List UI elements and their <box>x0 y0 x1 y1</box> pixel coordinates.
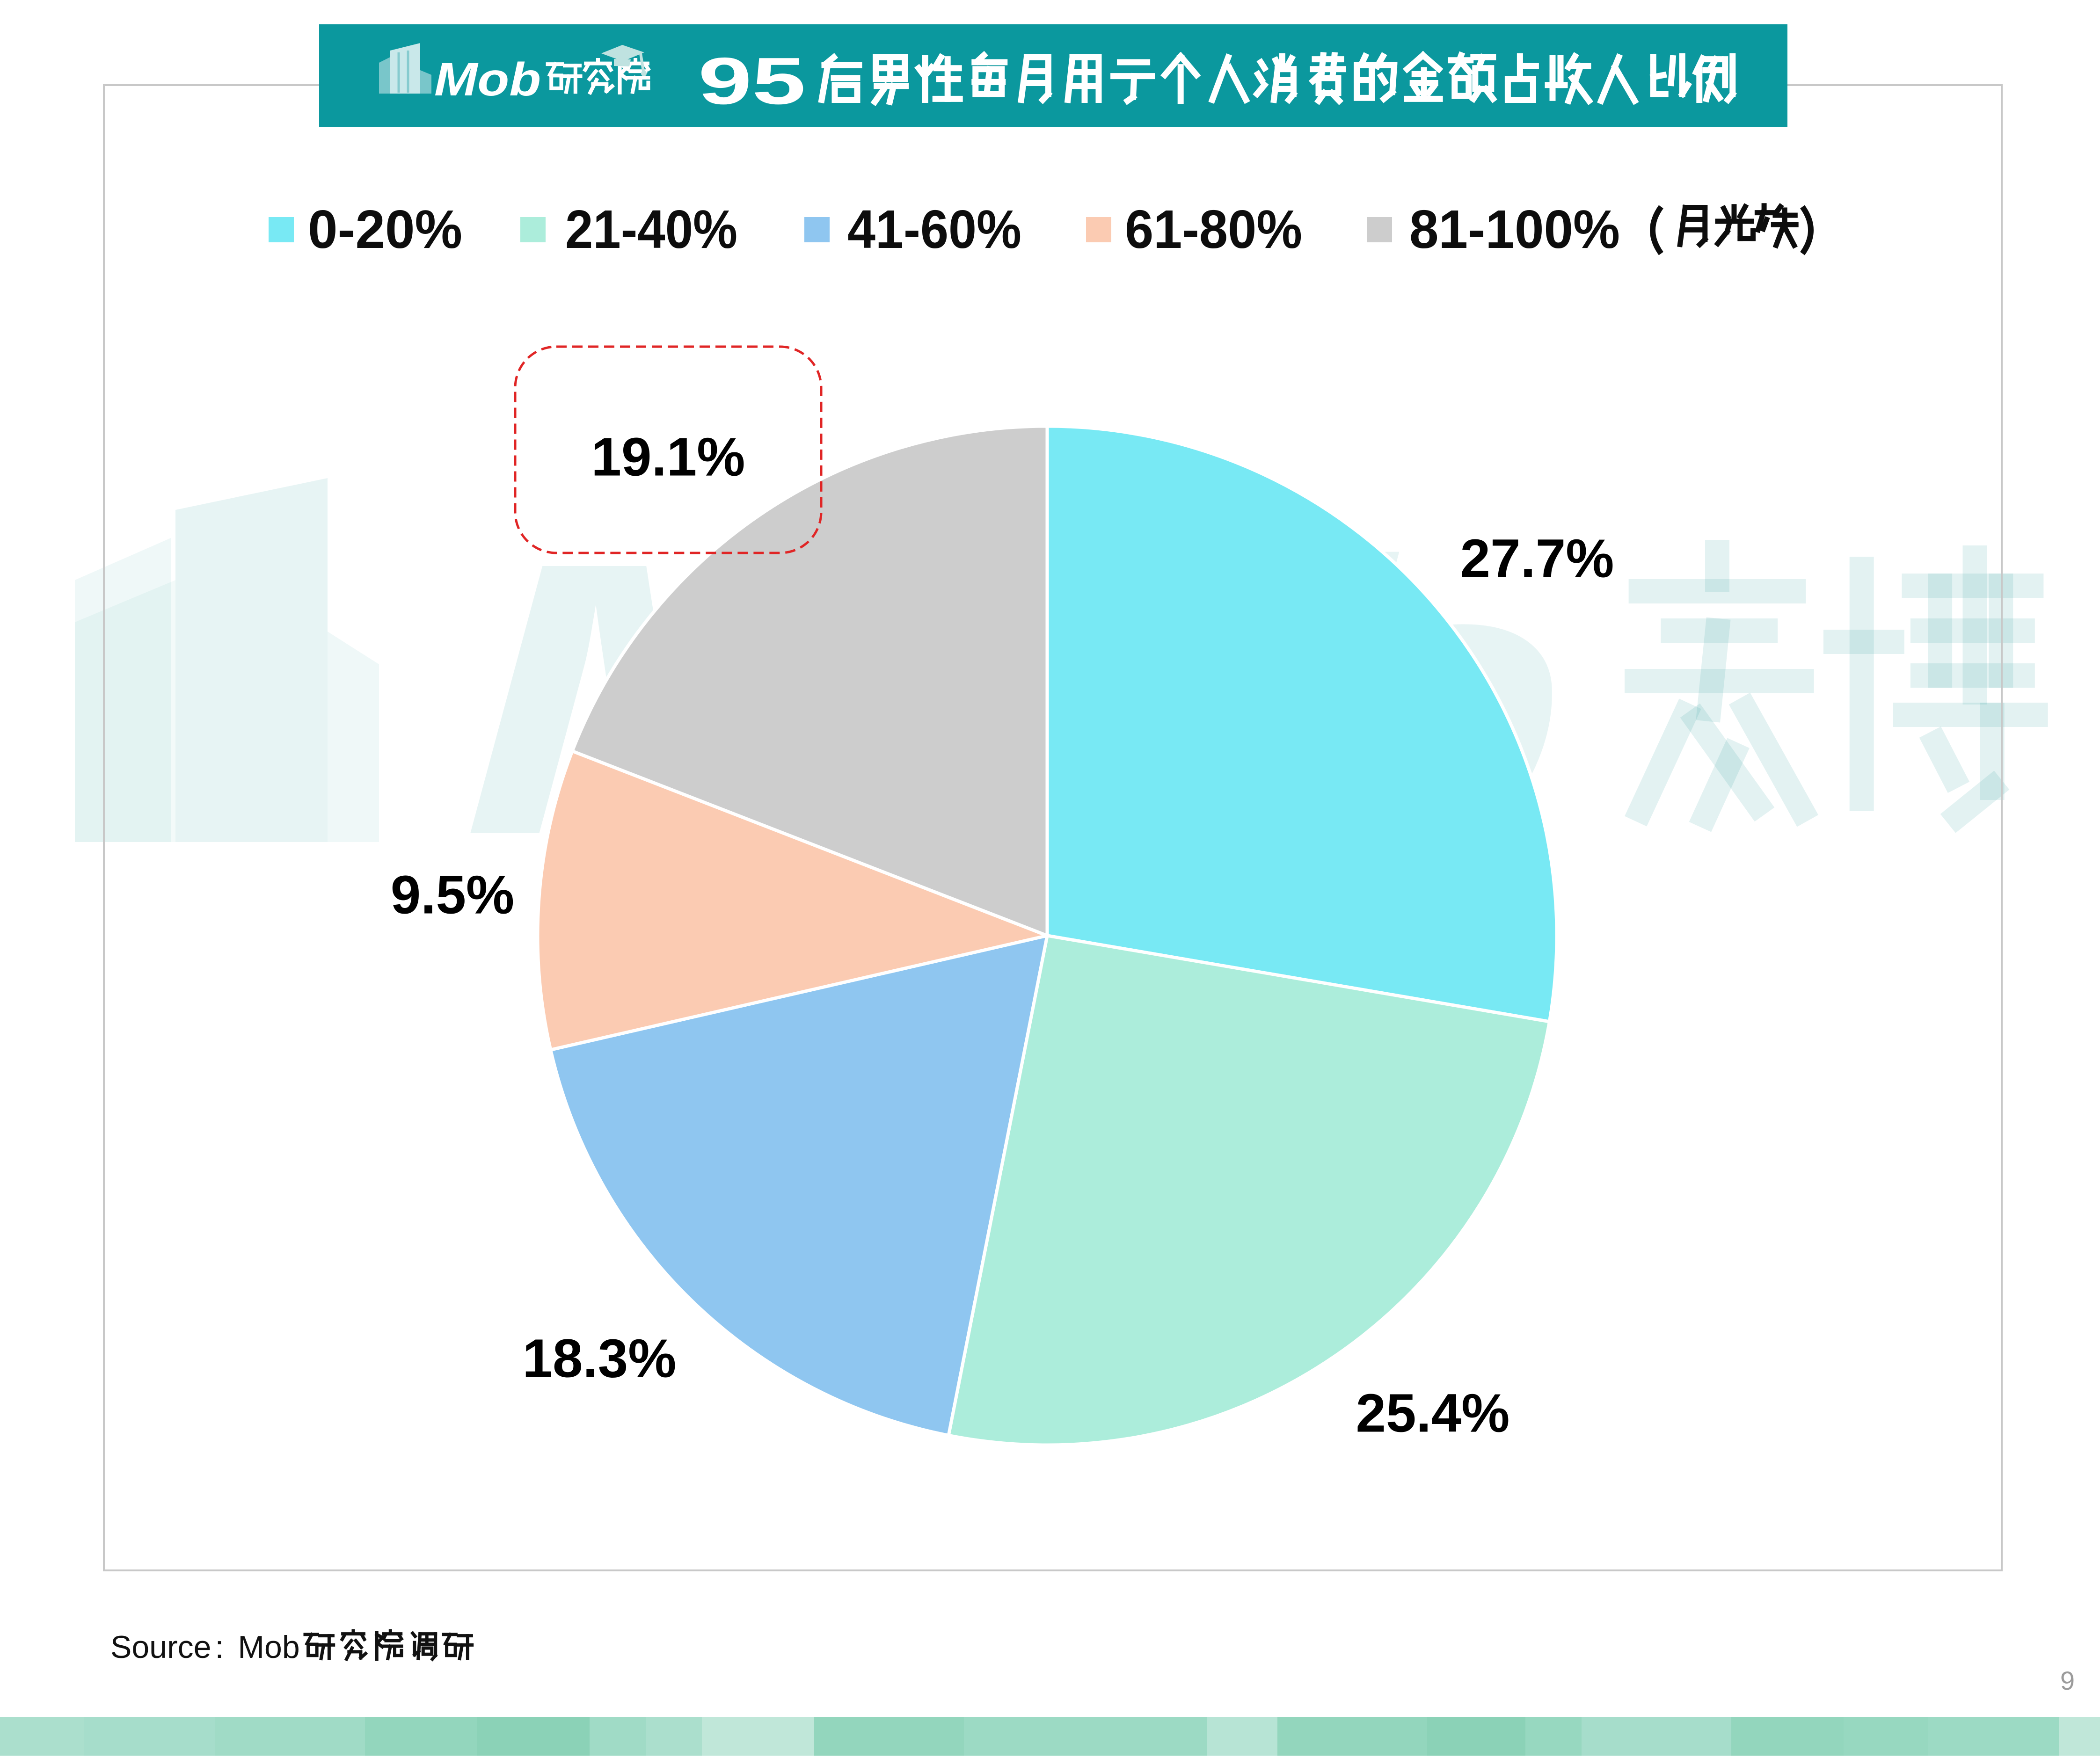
svg-text:18.3%: 18.3% <box>523 1328 677 1389</box>
svg-text:95: 95 <box>698 44 806 118</box>
svg-text:0-20%: 0-20% <box>308 199 462 260</box>
svg-text:25.4%: 25.4% <box>1356 1383 1510 1444</box>
svg-text:9.5%: 9.5% <box>391 864 514 925</box>
svg-text:61-80%: 61-80% <box>1125 199 1302 260</box>
svg-text:41-60%: 41-60% <box>847 199 1021 260</box>
svg-text:19.1%: 19.1% <box>591 427 745 487</box>
svg-text:9: 9 <box>2060 1666 2075 1695</box>
svg-text:Source:Mob: Source: Mob <box>110 1629 300 1665</box>
svg-text:Mob: Mob <box>434 53 541 106</box>
svg-text:21-40%: 21-40% <box>565 199 737 260</box>
svg-text:81-100%: 81-100% <box>1409 199 1620 260</box>
svg-text:27.7%: 27.7% <box>1460 528 1614 589</box>
